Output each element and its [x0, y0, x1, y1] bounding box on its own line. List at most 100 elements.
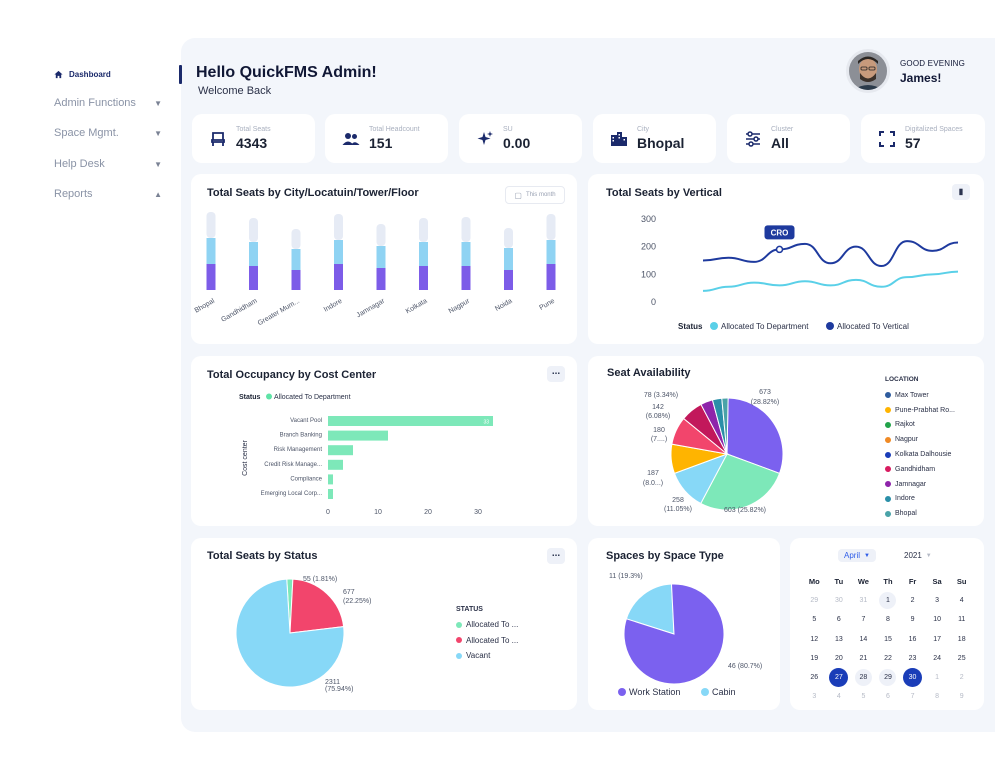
calendar-day[interactable]: 24: [925, 649, 950, 668]
calendar-day-label: 30: [834, 597, 843, 605]
calendar-day[interactable]: 30: [827, 591, 852, 610]
legend-item[interactable]: Allocated To ...: [456, 633, 518, 649]
calendar-day[interactable]: 2: [949, 668, 974, 687]
calendar-day[interactable]: 8: [876, 610, 901, 629]
legend-item[interactable]: Vacant: [456, 648, 518, 664]
calendar-day[interactable]: 8: [925, 687, 950, 706]
bar-segment: [249, 242, 258, 266]
sidebar-item-admin-functions[interactable]: Admin Functions ▼: [54, 97, 162, 109]
sidebar-item-dashboard[interactable]: Dashboard: [54, 70, 162, 79]
legend-item[interactable]: Pune-Prabhat Ro...: [885, 403, 955, 418]
legend-item[interactable]: Max Tower: [885, 388, 955, 403]
stat-city[interactable]: City Bhopal: [593, 114, 716, 163]
x-tick-label: 0: [326, 509, 330, 516]
calendar-day[interactable]: 6: [827, 610, 852, 629]
calendar-day[interactable]: 7: [851, 610, 876, 629]
sidebar-item-reports[interactable]: Reports ▲: [54, 188, 162, 200]
calendar-day-label: 30: [903, 668, 923, 688]
sidebar-item-label: Admin Functions: [54, 97, 136, 109]
calendar-day[interactable]: 5: [851, 687, 876, 706]
calendar-day[interactable]: 29: [876, 668, 901, 687]
stat-su[interactable]: SU 0.00: [459, 114, 582, 163]
stat-label: Total Seats: [236, 126, 271, 133]
calendar-day[interactable]: 25: [949, 649, 974, 668]
calendar-day[interactable]: 10: [925, 610, 950, 629]
calendar-day[interactable]: 9: [900, 610, 925, 629]
calendar-day[interactable]: 3: [925, 591, 950, 610]
avatar[interactable]: [846, 49, 890, 93]
legend-dot: [618, 688, 626, 696]
bar: [328, 430, 388, 441]
legend-label: Allocated To ...: [466, 620, 519, 630]
stat-value: 151: [369, 135, 393, 151]
legend-item[interactable]: Bhopal: [885, 506, 955, 521]
calendar-day[interactable]: 1: [925, 668, 950, 687]
calendar-day[interactable]: 23: [900, 649, 925, 668]
card-title: Total Seats by Status: [207, 550, 318, 562]
stat-value: Bhopal: [637, 135, 685, 151]
calendar-day-label: 1: [879, 592, 897, 610]
calendar-day[interactable]: 30: [900, 668, 925, 688]
calendar-day[interactable]: 14: [851, 630, 876, 649]
calendar-day[interactable]: 26: [802, 668, 827, 687]
calendar-day[interactable]: 13: [827, 630, 852, 649]
stat-value: 4343: [236, 135, 268, 151]
data-label: 11 (19.3%): [609, 573, 643, 580]
y-tick-label: 200: [641, 242, 656, 252]
stat-digitalized-spaces[interactable]: Digitalized Spaces 57: [861, 114, 985, 163]
legend-dot: [456, 621, 462, 628]
calendar-day[interactable]: 6: [876, 687, 901, 706]
date-filter-button[interactable]: ▢ This month: [505, 186, 565, 204]
legend-item[interactable]: Rajkot: [885, 418, 955, 433]
calendar-day[interactable]: 11: [949, 610, 974, 629]
year-label: 2021: [904, 551, 922, 560]
calendar-day[interactable]: 5: [802, 610, 827, 629]
legend-item[interactable]: Jamnagar: [885, 477, 955, 492]
calendar-day-label: 8: [886, 616, 890, 624]
more-options-button[interactable]: ...: [547, 548, 565, 564]
calendar-day[interactable]: 4: [949, 591, 974, 610]
calendar-day[interactable]: 31: [851, 591, 876, 610]
calendar-day[interactable]: 12: [802, 630, 827, 649]
calendar-day-label: 3: [935, 597, 940, 605]
bar-segment: [546, 240, 556, 264]
calendar-day[interactable]: 2: [900, 591, 925, 610]
calendar-day[interactable]: 28: [851, 668, 876, 687]
calendar-day[interactable]: 16: [900, 630, 925, 649]
legend-item[interactable]: Nagpur: [885, 432, 955, 447]
stat-total-headcount[interactable]: Total Headcount 151: [325, 114, 448, 163]
calendar-day[interactable]: 21: [851, 649, 876, 668]
calendar-day-label: 29: [879, 669, 897, 687]
calendar-day[interactable]: 19: [802, 649, 827, 668]
sidebar-item-help-desk[interactable]: Help Desk ▼: [54, 158, 162, 170]
calendar-day[interactable]: 17: [925, 630, 950, 649]
month-select[interactable]: April ▼: [838, 549, 876, 562]
sidebar-item-space-mgmt[interactable]: Space Mgmt. ▼: [54, 127, 162, 139]
calendar-day[interactable]: 4: [827, 687, 852, 706]
calendar-day[interactable]: 27: [827, 668, 852, 688]
calendar-day[interactable]: 18: [949, 630, 974, 649]
more-options-button[interactable]: ...: [547, 366, 565, 382]
calendar-day[interactable]: 15: [876, 630, 901, 649]
calendar-day[interactable]: 1: [876, 591, 901, 610]
card-seats-by-vertical: Total Seats by Vertical ▮ 300 200 100 0 CRO S…: [588, 174, 984, 344]
legend-item[interactable]: Indore: [885, 492, 955, 507]
stat-cluster[interactable]: Cluster All: [727, 114, 850, 163]
calendar-day[interactable]: 3: [802, 687, 827, 706]
legend-item[interactable]: Gandhidham: [885, 462, 955, 477]
chart-type-button[interactable]: ▮: [952, 184, 970, 200]
bar: [328, 474, 333, 485]
year-select[interactable]: 2021 ▼: [904, 551, 932, 560]
legend-label: Jamnagar: [895, 480, 927, 488]
legend-item[interactable]: Allocated To ...: [456, 617, 518, 633]
calendar-day[interactable]: 7: [900, 687, 925, 706]
stat-total-seats[interactable]: Total Seats 4343: [192, 114, 315, 163]
calendar-day-label: 7: [910, 693, 915, 701]
calendar-day[interactable]: 20: [827, 649, 852, 668]
calendar-day[interactable]: 29: [802, 591, 827, 610]
calendar-day[interactable]: 22: [876, 649, 901, 668]
calendar-day-label: 10: [933, 616, 942, 624]
calendar-day[interactable]: 9: [949, 687, 974, 706]
legend-item[interactable]: Kolkata Dalhousie: [885, 447, 955, 462]
